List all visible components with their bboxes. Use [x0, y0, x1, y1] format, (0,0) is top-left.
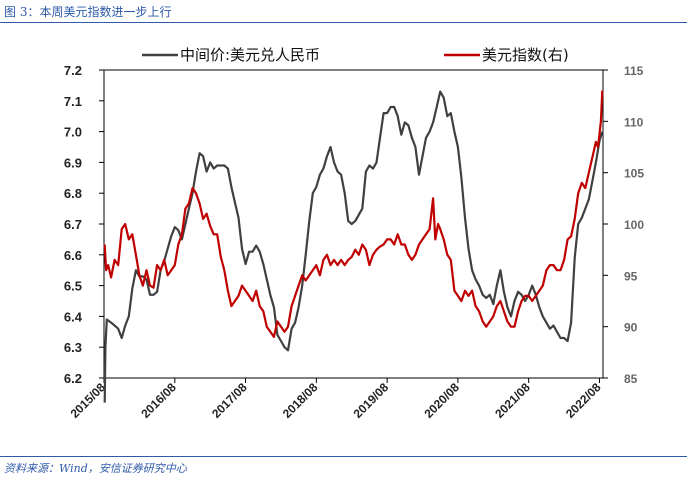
line-chart: 中间价:美元兑人民币 美元指数(右) 7.2 7.1 7.0 6.9 6.8 6.7 6.6… — [64, 46, 644, 421]
x-tick-label: 2017/08 — [209, 380, 250, 421]
left-tick-label: 6.9 — [64, 155, 82, 170]
x-tick-label: 2022/08 — [563, 380, 604, 421]
x-axis: 2015/08 2016/08 2017/08 2018/08 2019/08 2020/… — [68, 378, 604, 421]
series-line-dollar-index — [103, 90, 604, 338]
left-tick-label: 6.5 — [64, 279, 82, 294]
x-tick-label: 2019/08 — [351, 380, 392, 421]
left-tick-label: 6.3 — [64, 340, 82, 355]
top-rule — [0, 22, 687, 23]
series-line-cny-midpoint — [103, 90, 604, 403]
left-tick-label: 7.1 — [64, 94, 82, 109]
right-tick-label: 100 — [624, 218, 644, 232]
left-tick-label: 7.2 — [64, 63, 82, 78]
x-tick-label: 2021/08 — [492, 380, 533, 421]
legend-label-dxy: 美元指数(右) — [482, 46, 569, 64]
left-tick-label: 6.2 — [64, 371, 82, 386]
x-tick-label: 2016/08 — [138, 380, 179, 421]
left-tick-label: 7.0 — [64, 125, 82, 140]
x-tick-label: 2020/08 — [421, 380, 462, 421]
right-tick-label: 95 — [624, 269, 638, 283]
left-tick-label: 6.6 — [64, 248, 82, 263]
right-y-axis: 115 110 105 100 95 90 85 — [603, 64, 644, 386]
right-tick-label: 85 — [624, 372, 638, 386]
source-note: 资料来源：Wind，安信证券研究中心 — [4, 462, 187, 475]
x-tick-label: 2018/08 — [280, 380, 321, 421]
left-tick-label: 6.4 — [64, 309, 83, 324]
left-tick-label: 6.8 — [64, 186, 82, 201]
legend-label-cny: 中间价:美元兑人民币 — [180, 46, 320, 64]
x-tick-label: 2015/08 — [68, 380, 109, 421]
right-tick-label: 90 — [624, 321, 638, 335]
series-layer — [103, 90, 604, 403]
right-tick-label: 105 — [624, 167, 644, 181]
right-tick-label: 115 — [624, 64, 644, 78]
left-tick-label: 6.7 — [64, 217, 82, 232]
plot-area — [103, 69, 604, 379]
left-y-axis: 7.2 7.1 7.0 6.9 6.8 6.7 6.6 6.5 6.4 6.3 6.2 — [64, 63, 104, 386]
right-tick-label: 110 — [624, 115, 644, 129]
figure-title: 图 3：本周美元指数进一步上行 — [4, 5, 172, 19]
legend: 中间价:美元兑人民币 美元指数(右) — [142, 46, 569, 64]
bottom-rule — [0, 456, 687, 457]
